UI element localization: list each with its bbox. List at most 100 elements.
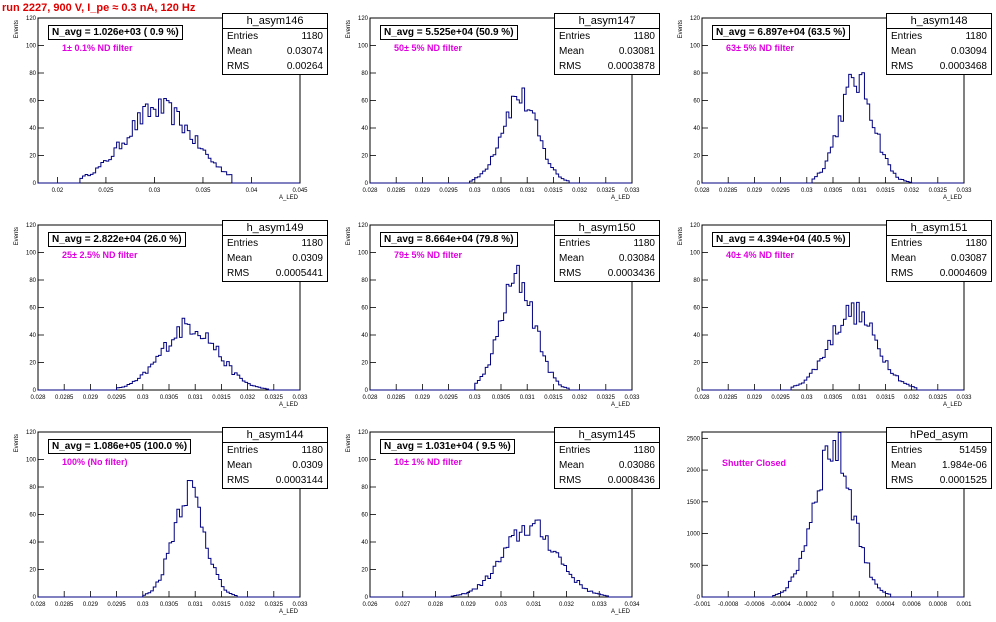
- y-tick-label: 80: [693, 71, 700, 77]
- navg-label: N_avg = 1.086e+05 (100.0 %): [48, 439, 192, 454]
- x-axis-label: A_LED: [279, 609, 299, 615]
- y-tick-label: 1000: [687, 532, 701, 538]
- x-tick-label: 0.045: [292, 188, 308, 194]
- y-tick-label: 60: [693, 306, 700, 312]
- x-tick-label: 0.026: [362, 602, 378, 608]
- histogram-plot: 0.028 0.0285 0.029 0.0295 0.03 0.0305 0.031 0.0…: [14, 223, 308, 408]
- stats-value: 1180: [633, 445, 655, 456]
- x-tick-label: 0.033: [592, 602, 608, 608]
- x-tick-label: 0.033: [956, 188, 972, 194]
- stats-row: Mean 0.0309: [223, 458, 327, 473]
- x-tick-label: 0.0325: [265, 602, 284, 608]
- x-axis-label: A_LED: [943, 195, 963, 201]
- x-tick-label: 0.0305: [492, 395, 511, 401]
- x-tick-label: 0.0285: [55, 395, 74, 401]
- y-tick-label: 40: [361, 333, 368, 339]
- histogram-line: [702, 72, 964, 184]
- x-tick-label: 0.03: [801, 395, 813, 401]
- x-tick-label: 0.0325: [597, 188, 616, 194]
- stats-box: h_asym144 Entries 1180 Mean 0.0309 RMS 0.00031…: [222, 427, 328, 489]
- stats-row: Entries 1180: [555, 29, 659, 44]
- stats-row: Mean 0.03087: [887, 251, 991, 266]
- histogram-line: [370, 519, 632, 598]
- y-tick-label: 120: [690, 223, 701, 229]
- stats-box: h_asym151 Entries 1180 Mean 0.03087 RMS 0.0004…: [886, 220, 992, 282]
- x-tick-label: 0.0315: [544, 188, 563, 194]
- stats-key: Entries: [891, 31, 923, 42]
- y-tick-label: 2000: [687, 468, 701, 474]
- x-tick-label: 0.0295: [107, 602, 126, 608]
- x-tick-label: 0.033: [292, 602, 308, 608]
- y-tick-label: 20: [29, 568, 36, 574]
- y-tick-label: 60: [361, 513, 368, 519]
- stats-key: RMS: [559, 61, 582, 72]
- x-tick-label: 0.028: [428, 602, 444, 608]
- x-tick-label: 0.0295: [771, 395, 790, 401]
- y-tick-label: 20: [361, 154, 368, 160]
- stats-value: 0.0309: [292, 253, 323, 264]
- stats-key: Entries: [559, 31, 591, 42]
- stats-key: Entries: [559, 238, 591, 249]
- stats-row: Entries 51459: [887, 443, 991, 458]
- y-tick-label: 0: [697, 181, 701, 187]
- x-tick-label: 0.0315: [544, 395, 563, 401]
- x-tick-label: 0.031: [526, 602, 542, 608]
- x-tick-label: 0.028: [30, 602, 46, 608]
- filter-note: 79± 5% ND filter: [394, 250, 462, 260]
- stats-row: RMS 0.0003878: [555, 59, 659, 74]
- stats-row: Mean 0.03084: [555, 251, 659, 266]
- y-axis-label: Events: [14, 20, 20, 38]
- filter-note: 50± 5% ND filter: [394, 43, 462, 53]
- stats-key: RMS: [891, 61, 914, 72]
- histogram-line: [702, 432, 964, 598]
- histogram-plot: 0.028 0.0285 0.029 0.0295 0.03 0.0305 0.031 0.0…: [14, 430, 308, 615]
- stats-title: h_asym149: [223, 221, 327, 236]
- stats-row: Entries 1180: [887, 236, 991, 251]
- histogram-line: [370, 264, 632, 391]
- stats-key: Entries: [227, 238, 259, 249]
- stats-value: 1180: [633, 238, 655, 249]
- stats-key: RMS: [227, 475, 250, 486]
- x-tick-label: 0.03: [469, 188, 481, 194]
- histogram-line: [370, 87, 632, 184]
- stats-key: Entries: [891, 238, 923, 249]
- y-axis-label: Events: [678, 20, 684, 38]
- y-tick-label: 0: [365, 181, 369, 187]
- stats-key: Entries: [891, 445, 923, 456]
- stats-row: Mean 0.03086: [555, 458, 659, 473]
- navg-label: N_avg = 8.664e+04 (79.8 %): [380, 232, 518, 247]
- stats-box: h_asym150 Entries 1180 Mean 0.03084 RMS 0.0003…: [554, 220, 660, 282]
- histogram-line: [38, 480, 300, 598]
- run-title: run 2227, 900 V, I_pe ≈ 0.3 nA, 120 Hz: [2, 2, 196, 14]
- stats-row: Entries 1180: [555, 443, 659, 458]
- y-tick-label: 80: [693, 278, 700, 284]
- x-tick-label: 0.03: [801, 188, 813, 194]
- x-tick-label: 0.0305: [492, 188, 511, 194]
- x-tick-label: 0.03: [137, 602, 149, 608]
- histogram-pad-h_asym147: 0.028 0.0285 0.029 0.0295 0.03 0.0305 0.031 0.0…: [332, 0, 664, 207]
- stats-key: RMS: [891, 268, 914, 279]
- x-tick-label: 0: [831, 602, 835, 608]
- y-tick-label: 40: [29, 333, 36, 339]
- x-tick-label: 0.03: [149, 188, 161, 194]
- y-tick-label: 100: [358, 251, 369, 257]
- x-tick-label: 0.0315: [212, 395, 231, 401]
- y-axis-label: Events: [346, 20, 352, 38]
- x-tick-label: 0.032: [572, 188, 588, 194]
- y-tick-label: 80: [29, 71, 36, 77]
- y-tick-label: 120: [26, 16, 37, 22]
- stats-row: RMS 0.0001525: [887, 473, 991, 488]
- stats-key: Mean: [227, 460, 253, 471]
- y-tick-label: 100: [358, 44, 369, 50]
- navg-label: N_avg = 2.822e+04 (26.0 %): [48, 232, 186, 247]
- stats-key: Mean: [227, 46, 253, 57]
- stats-key: Entries: [227, 445, 259, 456]
- x-tick-label: 0.0285: [387, 395, 406, 401]
- navg-label: N_avg = 6.897e+04 (63.5 %): [712, 25, 850, 40]
- x-tick-label: 0.029: [83, 602, 99, 608]
- x-tick-label: 0.0325: [597, 395, 616, 401]
- y-tick-label: 20: [29, 361, 36, 367]
- stats-title: hPed_asym: [887, 428, 991, 443]
- x-axis-label: A_LED: [611, 195, 631, 201]
- stats-value: 0.03086: [618, 460, 655, 471]
